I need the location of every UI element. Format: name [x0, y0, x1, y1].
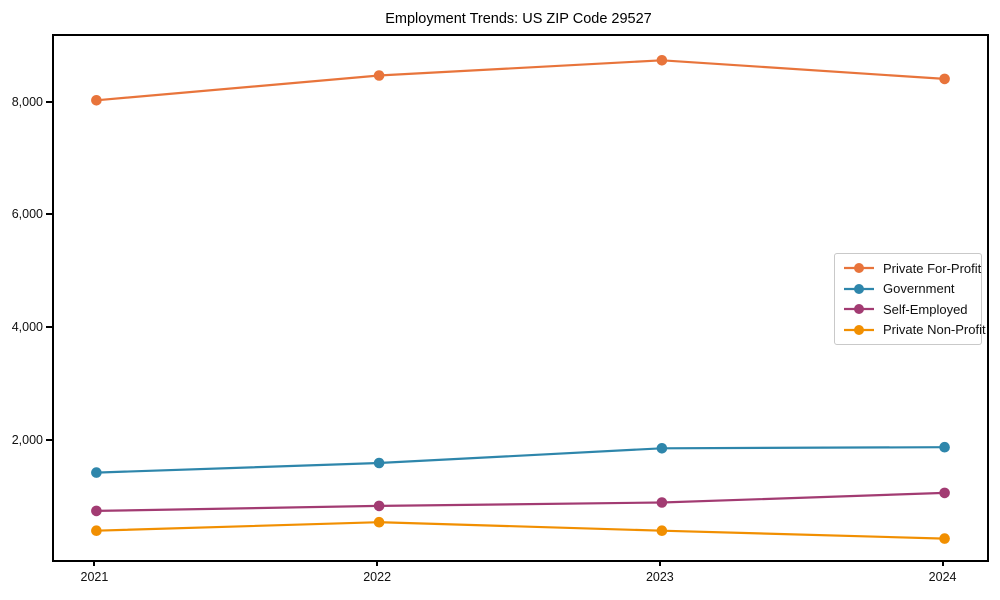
y-tick-mark [46, 213, 52, 216]
data-point [939, 533, 950, 544]
legend-item-label: Self-Employed [883, 301, 968, 317]
y-tick-label: 8,000 [11, 94, 43, 109]
legend-item-0: Private For-Profit [843, 258, 981, 279]
x-tick-mark [376, 560, 379, 566]
legend-line-marker-icon [844, 263, 874, 274]
data-point [939, 487, 950, 499]
legend-line-marker-icon [844, 283, 874, 294]
line-series-3 [96, 521, 945, 540]
data-point [91, 95, 102, 106]
legend: Private For-Profit Government Self-Employe… [834, 253, 986, 345]
data-point [91, 505, 102, 517]
legend-line-marker-icon [844, 304, 874, 315]
legend-line-marker-icon [844, 324, 874, 335]
x-tick-label: 2023 [645, 570, 674, 584]
data-point [656, 525, 668, 536]
x-tick-mark [93, 560, 96, 566]
data-point [656, 55, 668, 66]
line-series-1 [96, 446, 945, 474]
y-tick-mark [46, 439, 52, 442]
legend-item-label: Private For-Profit [883, 260, 982, 276]
chart-title: Employment Trends: US ZIP Code 29527 [385, 11, 652, 27]
line-series-0 [96, 59, 945, 102]
x-tick-label: 2022 [363, 570, 392, 584]
data-point [373, 516, 385, 528]
data-point [939, 441, 950, 453]
data-point [656, 497, 668, 508]
legend-item-label: Private Non-Profit [883, 322, 986, 338]
x-tick-mark [941, 560, 944, 566]
legend-item-2: Self-Employed [843, 299, 975, 320]
legend-item-label: Government [883, 281, 955, 297]
plot-canvas [91, 55, 950, 544]
data-point [91, 525, 102, 536]
data-point [373, 457, 385, 469]
y-tick-label: 2,000 [11, 433, 43, 448]
data-point [656, 443, 668, 454]
y-tick-mark [46, 100, 52, 103]
line-series-2 [96, 491, 945, 512]
y-tick-mark [46, 326, 52, 329]
x-tick-label: 2024 [928, 570, 957, 584]
legend-item-3: Private Non-Profit [843, 320, 986, 341]
data-point [91, 467, 102, 478]
y-tick-label: 4,000 [11, 320, 43, 335]
x-tick-label: 2021 [80, 570, 109, 584]
plot-area [52, 34, 989, 562]
x-tick-mark [658, 560, 661, 566]
data-point [939, 73, 950, 85]
data-point [373, 500, 385, 512]
data-point [373, 70, 385, 81]
y-tick-label: 6,000 [11, 207, 43, 222]
legend-item-1: Government [843, 279, 975, 300]
